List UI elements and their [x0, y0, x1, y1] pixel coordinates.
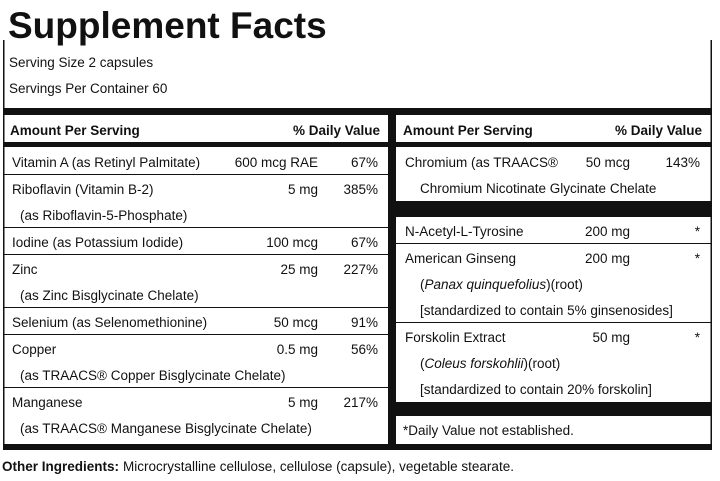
nutrient-name: Manganese	[12, 395, 83, 410]
amount: 200 mg	[585, 251, 630, 266]
amount: 0.5 mg	[277, 342, 318, 357]
amount: 200 mg	[585, 224, 630, 239]
detail-part: (as Zinc Bisglycinate Chelate)	[20, 288, 199, 303]
daily-value: 67%	[351, 235, 378, 250]
daily-value: 143%	[665, 155, 700, 170]
thick-rule	[3, 444, 712, 450]
detail-part: )(root)	[524, 356, 561, 371]
nutrient-detail: [standardized to contain 5% ginsenosides…	[420, 303, 673, 318]
nutrient-name: Forskolin Extract	[405, 330, 506, 345]
nutrient-detail: (Coleus forskohlii)(root)	[420, 356, 560, 371]
row-rule	[4, 387, 388, 388]
amount: 600 mcg RAE	[235, 155, 318, 170]
detail-part: [standardized to contain 20% forskolin]	[420, 382, 652, 397]
detail-part: )(root)	[546, 277, 583, 292]
amount: 25 mg	[280, 262, 318, 277]
daily-value: *	[695, 330, 701, 345]
header-rule	[4, 142, 388, 147]
daily-value: 385%	[343, 182, 378, 197]
other-ingredients: Other Ingredients: Microcrystalline cellu…	[2, 459, 514, 474]
nutrient-name: Chromium (as TRAACS®	[405, 155, 558, 170]
nutrient-detail: (Panax quinquefolius)(root)	[420, 277, 583, 292]
nutrient-detail: (as Zinc Bisglycinate Chelate)	[20, 288, 199, 303]
footnote: *Daily Value not established.	[403, 423, 574, 438]
row-rule	[396, 243, 711, 244]
detail-part: [standardized to contain 5% ginsenosides…	[420, 303, 673, 318]
row-rule	[4, 334, 388, 335]
detail-part: Chromium Nicotinate Glycinate Chelate	[420, 181, 656, 196]
amount: 50 mcg	[586, 155, 630, 170]
nutrient-detail: (as TRAACS® Copper Bisglycinate Chelate)	[20, 368, 286, 383]
daily-value: *	[695, 224, 701, 239]
daily-value: 56%	[351, 342, 378, 357]
title: Supplement Facts	[8, 5, 327, 46]
detail-part: Panax quinquefolius	[425, 277, 547, 292]
amount: 50 mg	[592, 330, 630, 345]
daily-value: 217%	[343, 395, 378, 410]
nutrient-name: American Ginseng	[405, 251, 516, 266]
other-ingredients-text: Microcrystalline cellulose, cellulose (c…	[123, 459, 514, 474]
nutrient-detail: (as TRAACS® Manganese Bisglycinate Chela…	[20, 421, 312, 436]
amount: 5 mg	[288, 395, 318, 410]
header-amount: Amount Per Serving	[403, 123, 533, 138]
nutrient-name: N-Acetyl-L-Tyrosine	[405, 224, 524, 239]
nutrient-name: Iodine (as Potassium Iodide)	[12, 235, 183, 250]
nutrient-name: Riboflavin (Vitamin B-2)	[12, 182, 154, 197]
daily-value: 67%	[351, 155, 378, 170]
column-divider	[388, 115, 396, 444]
detail-part: Coleus forskohlii	[425, 356, 525, 371]
right-border	[710, 40, 712, 450]
detail-part: (as Riboflavin-5-Phosphate)	[20, 208, 187, 223]
row-rule	[4, 254, 388, 255]
nutrient-detail: [standardized to contain 20% forskolin]	[420, 382, 652, 397]
daily-value: 227%	[343, 262, 378, 277]
thick-rule	[396, 402, 711, 416]
header-rule	[396, 142, 711, 147]
servings-per-container: Servings Per Container 60	[9, 81, 167, 96]
row-rule	[4, 307, 388, 308]
row-rule	[396, 322, 711, 323]
nutrient-detail: Chromium Nicotinate Glycinate Chelate	[420, 181, 656, 196]
detail-part: (	[420, 356, 425, 371]
amount: 100 mcg	[266, 235, 318, 250]
detail-part: (as TRAACS® Manganese Bisglycinate Chela…	[20, 421, 312, 436]
nutrient-name: Copper	[12, 342, 57, 357]
serving-size: Serving Size 2 capsules	[9, 55, 153, 70]
nutrient-detail: (as Riboflavin-5-Phosphate)	[20, 208, 187, 223]
amount: 5 mg	[288, 182, 318, 197]
detail-part: (as TRAACS® Copper Bisglycinate Chelate)	[20, 368, 286, 383]
left-border	[3, 40, 5, 450]
daily-value: *	[695, 251, 701, 266]
thick-rule	[3, 108, 712, 115]
header-amount: Amount Per Serving	[10, 123, 140, 138]
header-dv: % Daily Value	[293, 123, 381, 138]
nutrient-name: Vitamin A (as Retinyl Palmitate)	[12, 155, 200, 170]
amount: 50 mcg	[274, 315, 318, 330]
thick-rule	[396, 201, 711, 217]
row-rule	[4, 174, 388, 175]
row-rule	[4, 227, 388, 228]
detail-part: (	[420, 277, 425, 292]
nutrient-name: Zinc	[12, 262, 38, 277]
nutrient-name: Selenium (as Selenomethionine)	[12, 315, 207, 330]
other-ingredients-label: Other Ingredients:	[2, 459, 119, 474]
daily-value: 91%	[351, 315, 378, 330]
header-dv: % Daily Value	[615, 123, 703, 138]
